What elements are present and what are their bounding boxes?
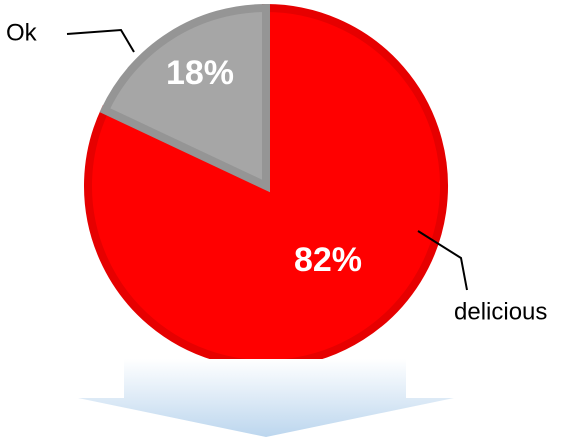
pie-slice-delicious: [84, 3, 448, 368]
pie-slices: [84, 3, 448, 368]
leader-line-ok: [66, 28, 135, 53]
leader-line-delicious: [417, 230, 468, 291]
down-arrow-shape: [78, 359, 454, 437]
category-label-ok: Ok: [6, 19, 38, 46]
pie-slice-ok: [99, 3, 270, 193]
category-label-delicious: delicious: [454, 298, 547, 325]
data-label-delicious: 82%: [294, 241, 362, 279]
data-label-ok: 18%: [166, 54, 234, 92]
